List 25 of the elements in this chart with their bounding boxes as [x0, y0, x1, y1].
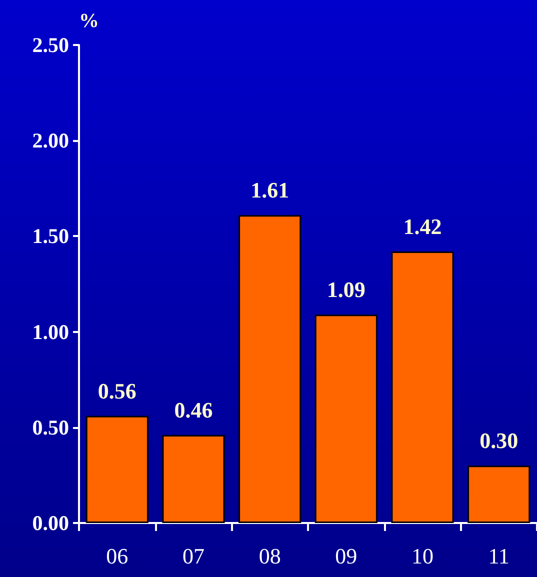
x-tick-label: 09	[335, 544, 358, 568]
y-tick-label: 1.00	[32, 320, 69, 344]
y-tick-label: 2.00	[32, 128, 69, 153]
data-label: 1.61	[250, 178, 290, 203]
y-tick-label: 2.50	[32, 33, 69, 57]
data-label: 1.42	[403, 214, 442, 239]
y-tick-label: 0.00	[32, 511, 69, 535]
x-tick-label: 07	[182, 544, 204, 568]
y-tick-label: 0.50	[32, 415, 69, 440]
bar	[314, 314, 378, 523]
data-label: 0.56	[98, 378, 136, 404]
bar	[86, 416, 148, 523]
x-tick-label: 08	[258, 544, 281, 568]
x-tick-label: 11	[488, 544, 510, 568]
y-axis-title: %	[79, 10, 99, 32]
data-label: 1.09	[326, 277, 366, 302]
y-tick-label: 1.50	[32, 224, 69, 248]
bar	[238, 215, 302, 523]
x-tick-label: 06	[106, 544, 128, 568]
bar	[391, 251, 454, 523]
bar	[162, 435, 225, 523]
data-label: 0.46	[174, 398, 213, 423]
bar	[468, 466, 530, 523]
data-label: 0.30	[480, 428, 518, 454]
x-tick-label: 10	[412, 544, 434, 568]
